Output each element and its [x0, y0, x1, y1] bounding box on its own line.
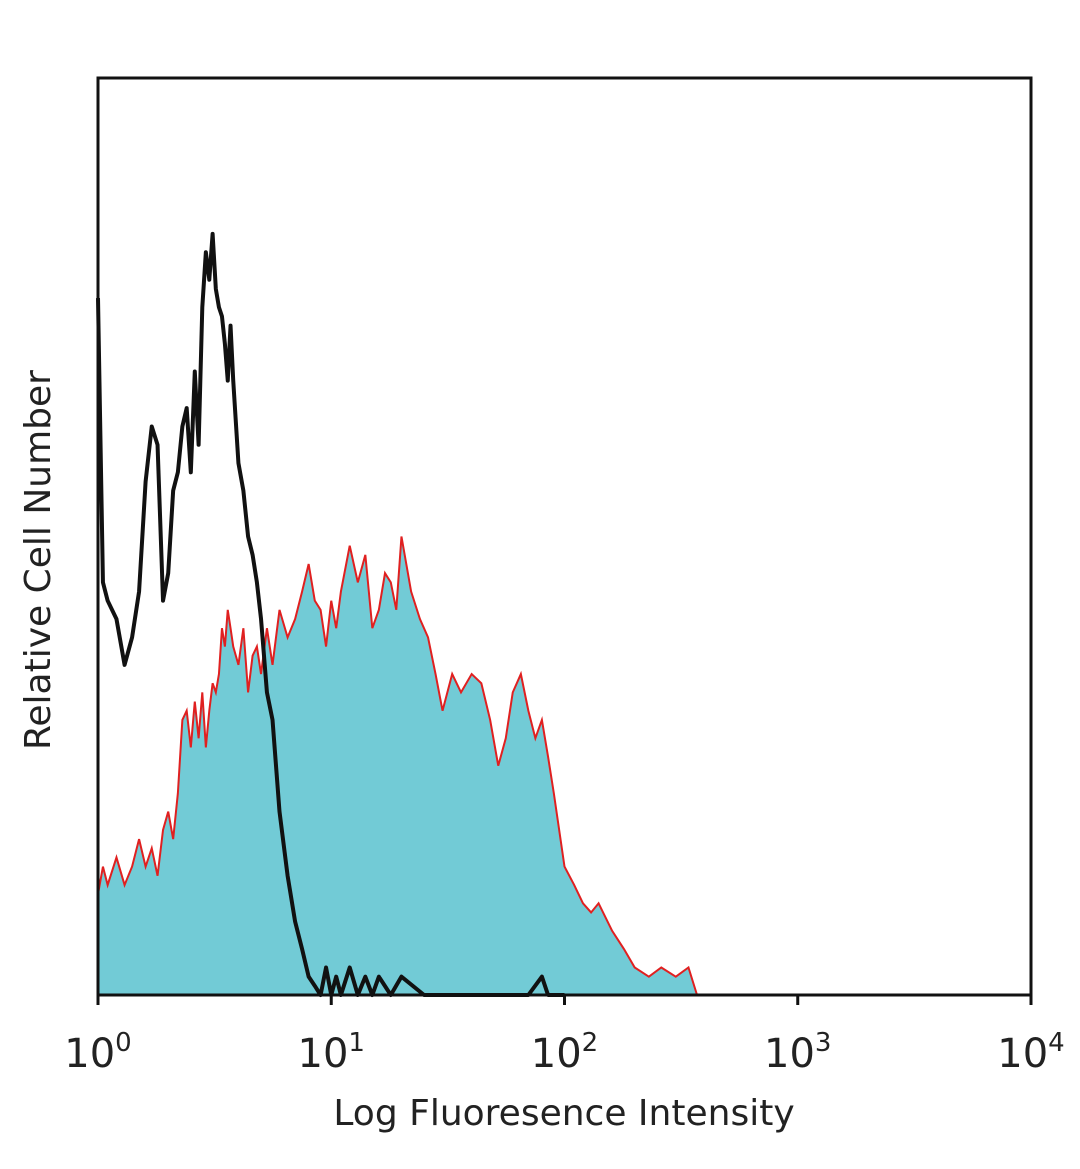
- stained-histogram-fill: [98, 536, 698, 995]
- x-tick-label-3: 103: [764, 1028, 831, 1077]
- x-axis-ticks: 100 101 102 103 104: [64, 995, 1065, 1077]
- x-tick-label-4: 104: [997, 1028, 1064, 1077]
- x-tick-label-1: 101: [298, 1028, 365, 1077]
- isotype-control-histogram: [96, 231, 565, 997]
- stained-histogram-outline: [97, 536, 698, 996]
- plot-area: [96, 231, 698, 997]
- y-axis-title: Relative Cell Number: [18, 370, 59, 750]
- x-axis-title: Log Fluoresence Intensity: [333, 1093, 794, 1134]
- x-tick-label-2: 102: [531, 1028, 598, 1077]
- x-tick-label-0: 100: [64, 1028, 131, 1077]
